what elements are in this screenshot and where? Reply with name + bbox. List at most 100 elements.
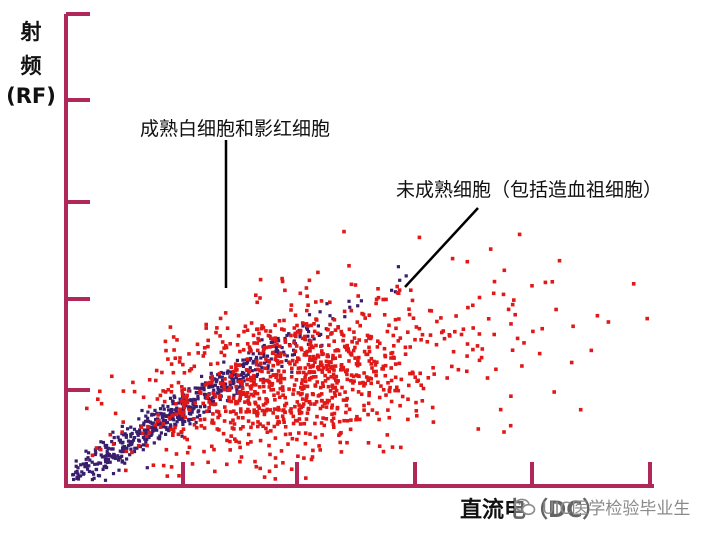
data-point: [246, 401, 251, 405]
data-point: [185, 393, 189, 398]
data-point: [332, 390, 337, 395]
data-point: [589, 348, 594, 353]
data-point: [156, 422, 160, 427]
data-point: [477, 358, 482, 363]
data-point: [298, 335, 302, 339]
data-point: [334, 388, 339, 393]
data-point: [374, 369, 378, 374]
data-point: [260, 326, 264, 331]
data-point: [349, 308, 354, 313]
data-point: [320, 349, 324, 353]
data-point: [234, 399, 238, 404]
data-point: [290, 358, 295, 363]
data-point: [211, 412, 215, 416]
data-point: [208, 380, 212, 385]
data-point: [357, 417, 362, 422]
data-point: [76, 472, 80, 476]
data-point: [192, 406, 196, 410]
data-point: [406, 330, 410, 334]
data-point: [382, 313, 387, 317]
data-point: [249, 378, 253, 383]
data-point: [240, 373, 244, 377]
data-point: [225, 371, 230, 375]
data-point: [517, 232, 522, 237]
data-point: [386, 408, 390, 412]
data-point: [234, 365, 238, 370]
data-point: [188, 422, 192, 426]
data-point: [328, 300, 332, 305]
data-point: [268, 408, 272, 412]
data-point: [537, 351, 542, 356]
data-point: [96, 473, 100, 478]
data-point: [451, 349, 456, 354]
data-point: [341, 367, 345, 372]
data-point: [238, 459, 242, 464]
data-point: [316, 355, 321, 359]
data-point: [249, 321, 254, 325]
data-point: [333, 356, 338, 360]
data-point: [101, 467, 105, 471]
data-point: [187, 387, 191, 391]
data-point: [237, 363, 241, 368]
data-point: [257, 363, 261, 367]
data-point: [384, 297, 388, 302]
data-point: [160, 415, 164, 420]
data-point: [169, 423, 173, 427]
data-point: [262, 410, 267, 414]
data-point: [283, 395, 287, 400]
data-point: [283, 410, 287, 414]
data-point: [228, 342, 232, 346]
data-point: [293, 313, 298, 318]
data-point: [465, 259, 470, 264]
data-point: [257, 338, 261, 343]
data-point: [349, 378, 353, 383]
data-point: [227, 399, 231, 403]
data-point: [304, 395, 309, 400]
data-point: [303, 431, 308, 435]
data-point: [187, 408, 192, 412]
data-point: [429, 309, 434, 313]
data-point: [476, 427, 481, 431]
data-point: [233, 362, 238, 366]
data-point: [255, 341, 259, 345]
data-point: [275, 342, 279, 347]
data-point: [273, 436, 278, 440]
data-point: [370, 408, 375, 412]
data-point: [288, 409, 292, 413]
data-point: [312, 337, 316, 341]
data-point: [242, 329, 246, 334]
data-point: [280, 327, 284, 331]
data-point: [301, 324, 305, 328]
data-point: [485, 376, 490, 380]
data-point: [339, 450, 344, 454]
data-point: [228, 448, 232, 452]
data-point: [236, 373, 241, 378]
data-point: [314, 375, 318, 379]
data-point: [92, 472, 96, 476]
data-point: [212, 388, 216, 392]
data-point: [229, 370, 233, 374]
data-point: [305, 349, 309, 354]
data-point: [258, 368, 262, 373]
data-point: [230, 377, 234, 381]
data-point: [284, 358, 288, 363]
data-point: [202, 449, 206, 454]
data-point: [203, 382, 208, 387]
data-point: [298, 291, 303, 296]
data-point: [231, 382, 235, 386]
data-point: [331, 372, 336, 377]
data-point: [76, 477, 81, 481]
data-point: [210, 384, 214, 389]
data-point: [308, 358, 312, 362]
data-point: [228, 386, 232, 391]
data-point: [279, 380, 283, 385]
data-point: [396, 388, 401, 393]
data-point: [342, 229, 346, 234]
data-point: [212, 447, 216, 452]
data-point: [104, 460, 108, 464]
data-point: [233, 437, 237, 441]
data-point: [159, 411, 163, 415]
data-point: [237, 379, 242, 384]
data-point: [367, 313, 372, 317]
data-point: [90, 478, 94, 482]
